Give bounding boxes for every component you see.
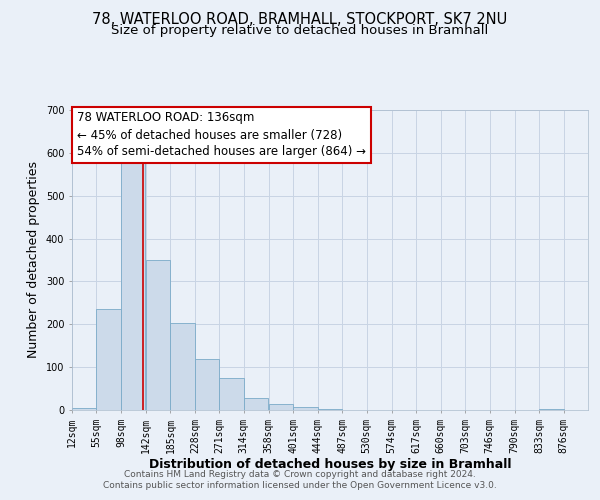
Bar [170,322,195,410]
Bar [121,162,145,410]
Text: 78, WATERLOO ROAD, BRAMHALL, STOCKPORT, SK7 2NU: 78, WATERLOO ROAD, BRAMHALL, STOCKPORT, … [92,12,508,28]
Bar [146,260,170,410]
Bar [318,408,342,410]
Text: Contains HM Land Registry data © Crown copyright and database right 2024.: Contains HM Land Registry data © Crown c… [124,470,476,479]
Bar [269,404,293,410]
Text: Contains public sector information licensed under the Open Government Licence v3: Contains public sector information licen… [103,481,497,490]
Bar [195,360,220,410]
Bar [72,408,97,410]
Text: 78 WATERLOO ROAD: 136sqm
← 45% of detached houses are smaller (728)
54% of semi-: 78 WATERLOO ROAD: 136sqm ← 45% of detach… [77,112,366,158]
Bar [293,406,318,410]
Text: Size of property relative to detached houses in Bramhall: Size of property relative to detached ho… [112,24,488,37]
Bar [539,408,563,410]
Bar [244,398,268,410]
Bar [220,378,244,410]
Bar [97,310,121,410]
X-axis label: Distribution of detached houses by size in Bramhall: Distribution of detached houses by size … [149,458,511,471]
Y-axis label: Number of detached properties: Number of detached properties [28,162,40,358]
